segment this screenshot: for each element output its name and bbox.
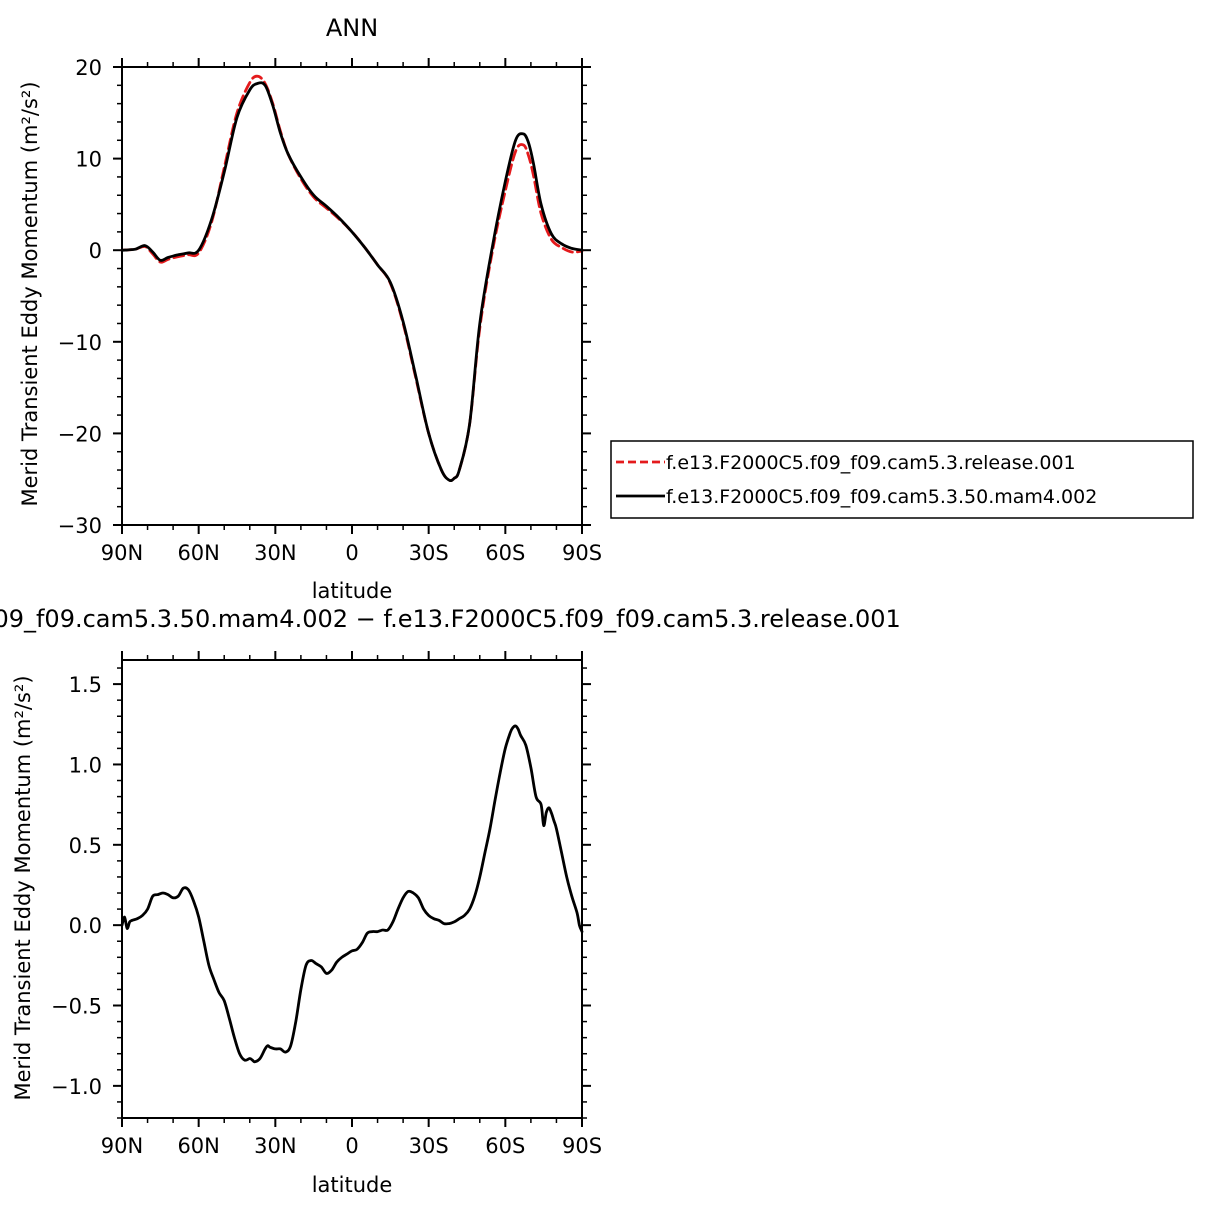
legend-label-mam4: f.e13.F2000C5.f09_f09.cam5.3.50.mam4.002	[666, 486, 1097, 508]
y-tick-label: 0	[89, 239, 102, 263]
legend-box	[610, 440, 1194, 519]
plot-frame	[121, 66, 583, 526]
y-tick-label: 0.0	[69, 914, 102, 938]
x-tick-label: 60N	[177, 1134, 219, 1158]
x-axis-label: latitude	[312, 579, 393, 603]
legend-label-release: f.e13.F2000C5.f09_f09.cam5.3.release.001	[666, 452, 1076, 474]
chart-title: f.e13.F2000C5.f09_f09.cam5.3.50.mam4.002…	[0, 605, 901, 633]
series-line-difference	[120, 724, 584, 1064]
legend: f.e13.F2000C5.f09_f09.cam5.3.release.001…	[610, 440, 1194, 519]
panel-difference: f.e13.F2000C5.f09_f09.cam5.3.50.mam4.002…	[0, 605, 901, 1197]
y-tick-label: 1.0	[69, 753, 102, 777]
x-tick-label: 30N	[254, 541, 296, 565]
x-tick-label: 90S	[562, 1134, 602, 1158]
series-lines	[120, 74, 584, 483]
x-tick-label: 30N	[254, 1134, 296, 1158]
y-tick-label: −10	[58, 331, 102, 355]
panel-annual-mean: ANN Merid Transient Eddy Momentum (m²/s²…	[18, 14, 602, 603]
y-tick-label: −0.5	[51, 995, 102, 1019]
axis-ticks	[113, 58, 591, 534]
x-tick-label: 60N	[177, 541, 219, 565]
x-axis-label: latitude	[312, 1173, 393, 1197]
x-tick-label: 60S	[485, 1134, 525, 1158]
x-tick-label: 30S	[409, 541, 449, 565]
x-tick-label: 90N	[101, 1134, 143, 1158]
axis-tick-labels: 90N 60N 30N 0 30S 60S 90S −30 −20 −10 0 10 20	[58, 56, 602, 565]
y-tick-label: 20	[75, 56, 102, 80]
chart-title: ANN	[326, 14, 378, 42]
series-line-release	[120, 74, 584, 483]
x-tick-label: 60S	[485, 541, 525, 565]
axis-tick-labels: 90N 60N 30N 0 30S 60S 90S −1.0 −0.5 0.0 0.5 1.0 1.5	[51, 673, 602, 1158]
y-tick-label: −20	[58, 422, 102, 446]
y-axis-label: Merid Transient Eddy Momentum (m²/s²)	[18, 81, 42, 506]
y-tick-label: 0.5	[69, 834, 102, 858]
series-line-mam4	[120, 81, 584, 483]
plot-frame	[121, 659, 583, 1119]
y-tick-label: −1.0	[51, 1075, 102, 1099]
series-lines	[120, 724, 584, 1064]
x-tick-label: 90S	[562, 541, 602, 565]
x-tick-label: 0	[345, 1134, 358, 1158]
x-tick-label: 0	[345, 541, 358, 565]
y-tick-label: 1.5	[69, 673, 102, 697]
y-tick-label: 10	[75, 148, 102, 172]
y-axis-label: Merid Transient Eddy Momentum (m²/s²)	[11, 675, 35, 1100]
x-tick-label: 30S	[409, 1134, 449, 1158]
x-tick-label: 90N	[101, 541, 143, 565]
y-tick-label: −30	[58, 514, 102, 538]
